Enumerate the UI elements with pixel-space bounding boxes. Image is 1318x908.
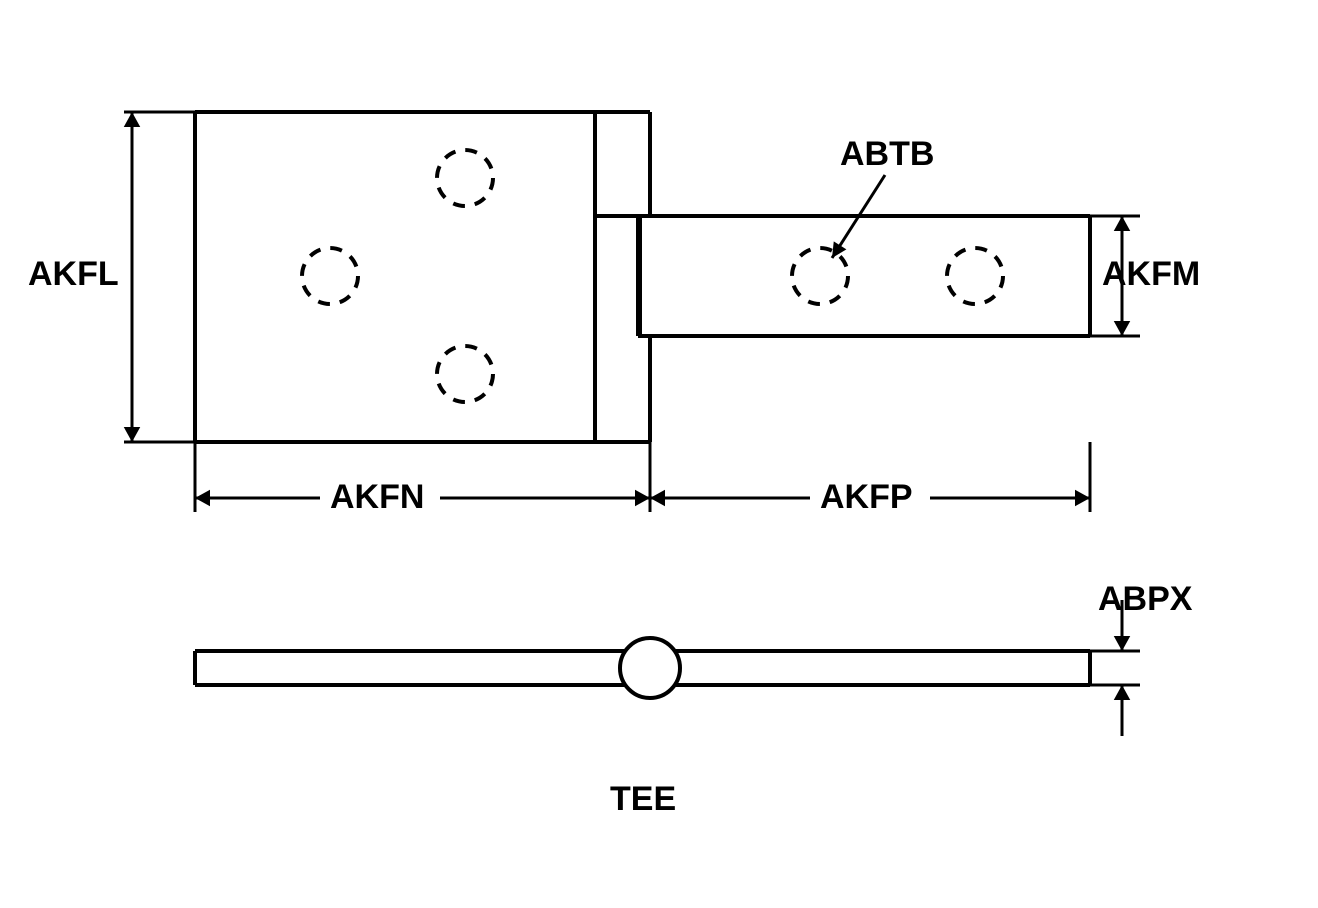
label-akfp: AKFP — [820, 478, 913, 516]
label-abpx: ABPX — [1098, 580, 1193, 618]
knuckle-circle — [620, 638, 680, 698]
hole — [302, 248, 358, 304]
label-akfm: AKFM — [1102, 255, 1200, 293]
label-abtb: ABTB — [840, 135, 934, 173]
hole — [437, 346, 493, 402]
label-akfn: AKFN — [330, 478, 424, 516]
label-akfl: AKFL — [28, 255, 119, 293]
label-tee: TEE — [610, 780, 676, 818]
hole — [792, 248, 848, 304]
hole — [947, 248, 1003, 304]
hole — [437, 150, 493, 206]
